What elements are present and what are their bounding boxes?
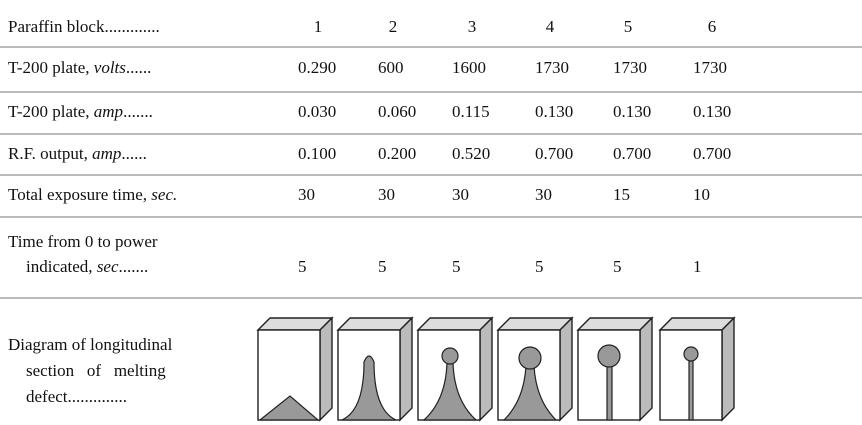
- diagram: [660, 318, 734, 420]
- cell: 0.100: [298, 144, 336, 163]
- row-label: Paraffin block.............: [8, 17, 160, 36]
- label-part: T-200 plate,: [8, 58, 94, 77]
- label-part: .......: [119, 257, 149, 276]
- label-part: Diagram of longitudinal: [8, 335, 173, 354]
- diagram: [418, 318, 492, 420]
- cell: 0.200: [378, 144, 416, 163]
- row-label: Total exposure time, sec.: [8, 185, 177, 204]
- cell: 5: [613, 257, 622, 276]
- cell: 1730: [535, 58, 569, 77]
- row-label: T-200 plate, volts......: [8, 58, 151, 77]
- cell: 5: [378, 257, 387, 276]
- column-header: 4: [546, 17, 555, 36]
- cell: 0.060: [378, 102, 416, 121]
- cell: 5: [298, 257, 307, 276]
- label-part: amp: [94, 102, 123, 121]
- label-part: indicated,: [26, 257, 97, 276]
- cell: 0.290: [298, 58, 336, 77]
- diagrams: [258, 318, 734, 420]
- row-label: indicated, sec.......: [26, 257, 148, 276]
- table: Paraffin block............. 1 2 3 4 5 6 T-200 p…: [0, 0, 862, 425]
- cell: 1730: [693, 58, 727, 77]
- label-part: amp: [92, 144, 121, 163]
- cell: 5: [535, 257, 544, 276]
- row-label: Time from 0 to power: [8, 232, 158, 251]
- cell: 0.700: [613, 144, 651, 163]
- cell: 0.130: [693, 102, 731, 121]
- cell: 0.115: [452, 102, 490, 121]
- cell: 0.130: [535, 102, 573, 121]
- label-part: R.F. output,: [8, 144, 92, 163]
- row-label: R.F. output, amp......: [8, 144, 147, 163]
- label-part: sec.: [151, 185, 177, 204]
- diagram: [338, 318, 412, 420]
- cell: 30: [378, 185, 395, 204]
- cell: 30: [535, 185, 552, 204]
- column-header: 2: [389, 17, 398, 36]
- cell: 0.700: [535, 144, 573, 163]
- label-part: defect..............: [26, 387, 127, 406]
- column-header: 1: [314, 17, 323, 36]
- diagram: [498, 318, 572, 420]
- diagram: [578, 318, 652, 420]
- column-header: 5: [624, 17, 633, 36]
- label-part: .......: [123, 102, 153, 121]
- row-label: section of melting: [26, 361, 166, 380]
- row-label: defect..............: [26, 387, 127, 406]
- row-label: T-200 plate, amp.......: [8, 102, 153, 121]
- cell: 600: [378, 58, 404, 77]
- cell: 1600: [452, 58, 486, 77]
- label-part: section of melting: [26, 361, 166, 380]
- cell: 0.700: [693, 144, 731, 163]
- diagram: [258, 318, 332, 420]
- cell: 15: [613, 185, 630, 204]
- cell: 0.520: [452, 144, 490, 163]
- label-part: Total exposure time,: [8, 185, 151, 204]
- cell: 10: [693, 185, 710, 204]
- page: Paraffin block............. 1 2 3 4 5 6 T-200 p…: [0, 0, 862, 425]
- cell: 1: [693, 257, 702, 276]
- cell: 5: [452, 257, 461, 276]
- cell: 0.030: [298, 102, 336, 121]
- label-part: volts: [94, 58, 126, 77]
- label-part: Paraffin block.............: [8, 17, 160, 36]
- cell: 30: [452, 185, 469, 204]
- label-part: T-200 plate,: [8, 102, 94, 121]
- label-part: Time from 0 to power: [8, 232, 158, 251]
- cell: 30: [298, 185, 315, 204]
- cell: 1730: [613, 58, 647, 77]
- label-part: sec: [97, 257, 119, 276]
- row-label: Diagram of longitudinal: [8, 335, 173, 354]
- column-header: 6: [708, 17, 717, 36]
- cell: 0.130: [613, 102, 651, 121]
- column-header: 3: [468, 17, 477, 36]
- label-part: ......: [121, 144, 147, 163]
- label-part: ......: [126, 58, 152, 77]
